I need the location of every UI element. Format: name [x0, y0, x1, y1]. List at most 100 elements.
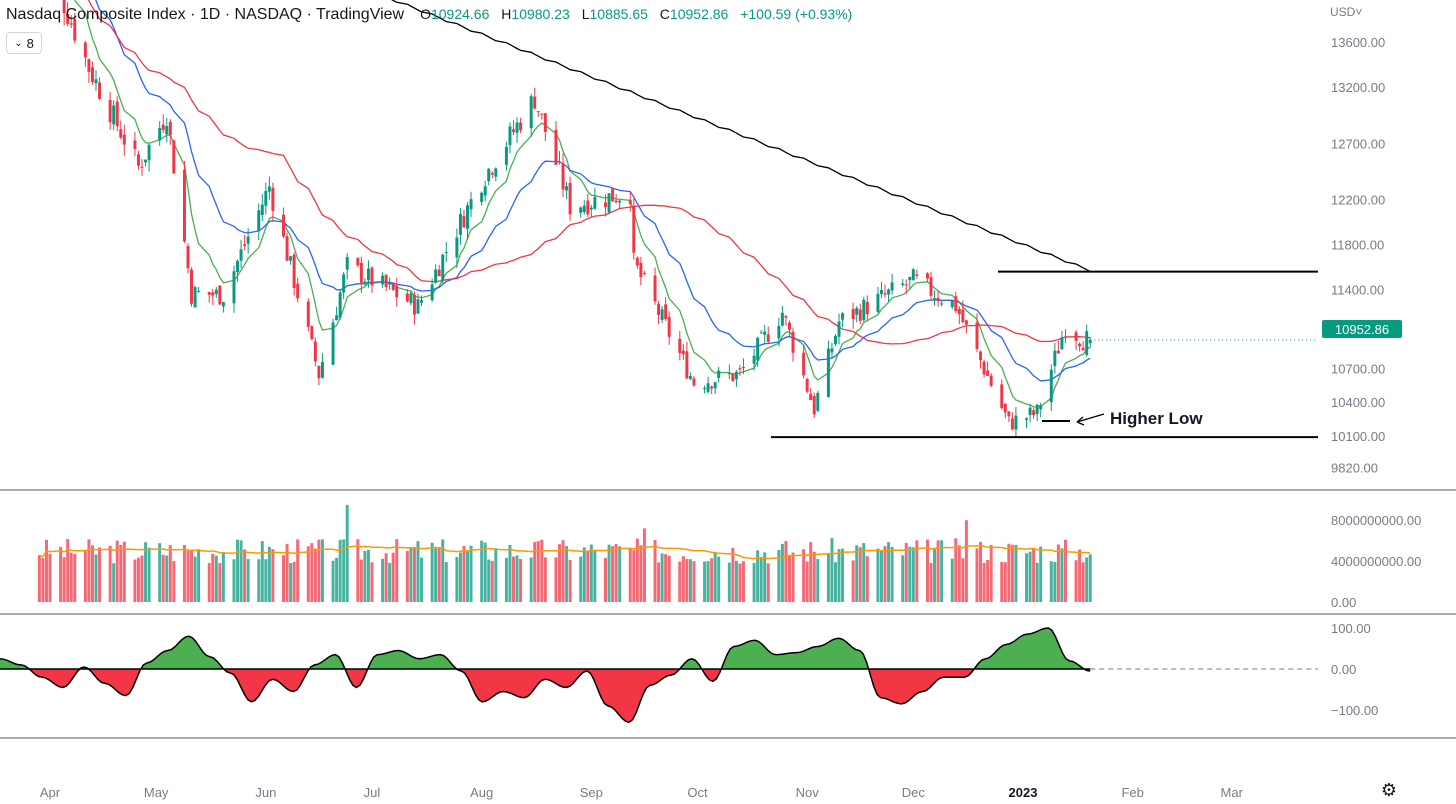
candle — [420, 295, 423, 306]
volume-bar — [780, 543, 784, 602]
candle — [345, 253, 349, 280]
candle — [147, 143, 151, 172]
time-axis-tick-label: Aug — [470, 785, 493, 800]
volume-bar — [568, 560, 572, 602]
candle — [342, 271, 346, 300]
volume-bar — [391, 552, 395, 602]
candle — [119, 120, 123, 140]
volume-bar — [363, 550, 367, 602]
candle-body — [759, 332, 763, 334]
candle-body — [405, 293, 409, 302]
volume-bar — [961, 558, 965, 602]
candle — [356, 257, 360, 268]
candle-body — [681, 350, 685, 355]
candle — [158, 121, 162, 146]
candle-body — [1081, 347, 1085, 351]
candle-body — [604, 202, 607, 207]
candle-body — [292, 254, 296, 288]
currency-selector[interactable]: USD˅ — [1330, 5, 1362, 19]
candle — [395, 277, 399, 307]
candle-body — [313, 341, 317, 362]
candle — [879, 281, 883, 299]
candle-body — [384, 274, 388, 288]
candle-body — [115, 101, 119, 127]
volume-bar — [214, 555, 218, 602]
candle-body — [363, 281, 367, 285]
candle-body — [370, 267, 374, 286]
candle-body — [883, 293, 887, 295]
candle-body — [611, 187, 615, 202]
candle — [214, 286, 218, 298]
higher-low-annotation: Higher Low — [1110, 409, 1203, 428]
candle-body — [338, 292, 342, 318]
volume-bar — [908, 546, 912, 602]
volume-bar — [582, 547, 586, 602]
volume-bar — [257, 559, 261, 602]
candle-body — [657, 303, 661, 315]
candle-body — [787, 322, 791, 330]
volume-bar — [986, 559, 990, 602]
indicator-toggle-button[interactable]: ⌄ 8 — [6, 32, 42, 54]
candle — [458, 207, 462, 245]
volume-bar — [83, 551, 87, 602]
candle — [593, 187, 597, 210]
candle-body — [236, 260, 240, 273]
volume-bar — [508, 545, 512, 602]
volume-bar — [692, 561, 696, 602]
volume-bar — [756, 550, 760, 602]
candle — [752, 348, 756, 371]
candle-body — [335, 315, 339, 321]
oscillator-line — [0, 627, 1091, 724]
volume-bar — [384, 553, 388, 602]
candle — [561, 153, 565, 198]
time-axis-tick-label: 2023 — [1009, 785, 1038, 800]
candle — [267, 176, 271, 200]
volume-bar — [437, 547, 441, 602]
candle — [657, 300, 661, 325]
candle-body — [904, 284, 908, 286]
volume-bar — [890, 546, 894, 602]
candle-body — [257, 210, 261, 232]
volume-bar — [1039, 546, 1043, 602]
candle-body — [144, 159, 148, 163]
candle — [66, 2, 70, 27]
candle-body — [667, 316, 671, 337]
volume-bar — [964, 520, 968, 602]
candle — [816, 390, 820, 413]
volume-bar — [826, 553, 830, 602]
candle — [391, 283, 395, 292]
volume-bar — [887, 542, 891, 602]
candle-body — [812, 395, 816, 415]
candle-body — [533, 96, 537, 109]
volume-bar — [841, 548, 845, 602]
volume-bar — [416, 541, 420, 602]
candle — [483, 180, 487, 202]
volume-bar — [317, 539, 321, 602]
volume-bar — [653, 540, 657, 602]
candle-body — [1003, 403, 1007, 413]
chart-title: Nasdaq Composite Index · 1D · NASDAQ · T… — [6, 6, 405, 23]
volume-bar — [338, 539, 342, 602]
volume-bar — [140, 555, 144, 602]
candle — [519, 117, 523, 133]
candle — [925, 272, 929, 282]
candle-body — [490, 172, 494, 175]
candle-body — [466, 205, 469, 229]
volume-bar — [561, 540, 565, 602]
candle — [62, 0, 66, 26]
volume-bar — [1028, 551, 1032, 602]
candle — [568, 176, 572, 221]
volume-bar — [936, 540, 940, 602]
volume-bar — [310, 543, 314, 602]
candle-body — [950, 301, 954, 308]
candle — [257, 203, 261, 241]
candle-body — [833, 335, 837, 345]
candle-body — [890, 282, 894, 291]
candle — [232, 265, 236, 313]
gear-icon[interactable]: ⚙ — [1380, 780, 1398, 800]
volume-bar — [901, 555, 905, 602]
candle — [727, 364, 731, 380]
candle-body — [593, 197, 597, 209]
candle — [441, 253, 445, 284]
